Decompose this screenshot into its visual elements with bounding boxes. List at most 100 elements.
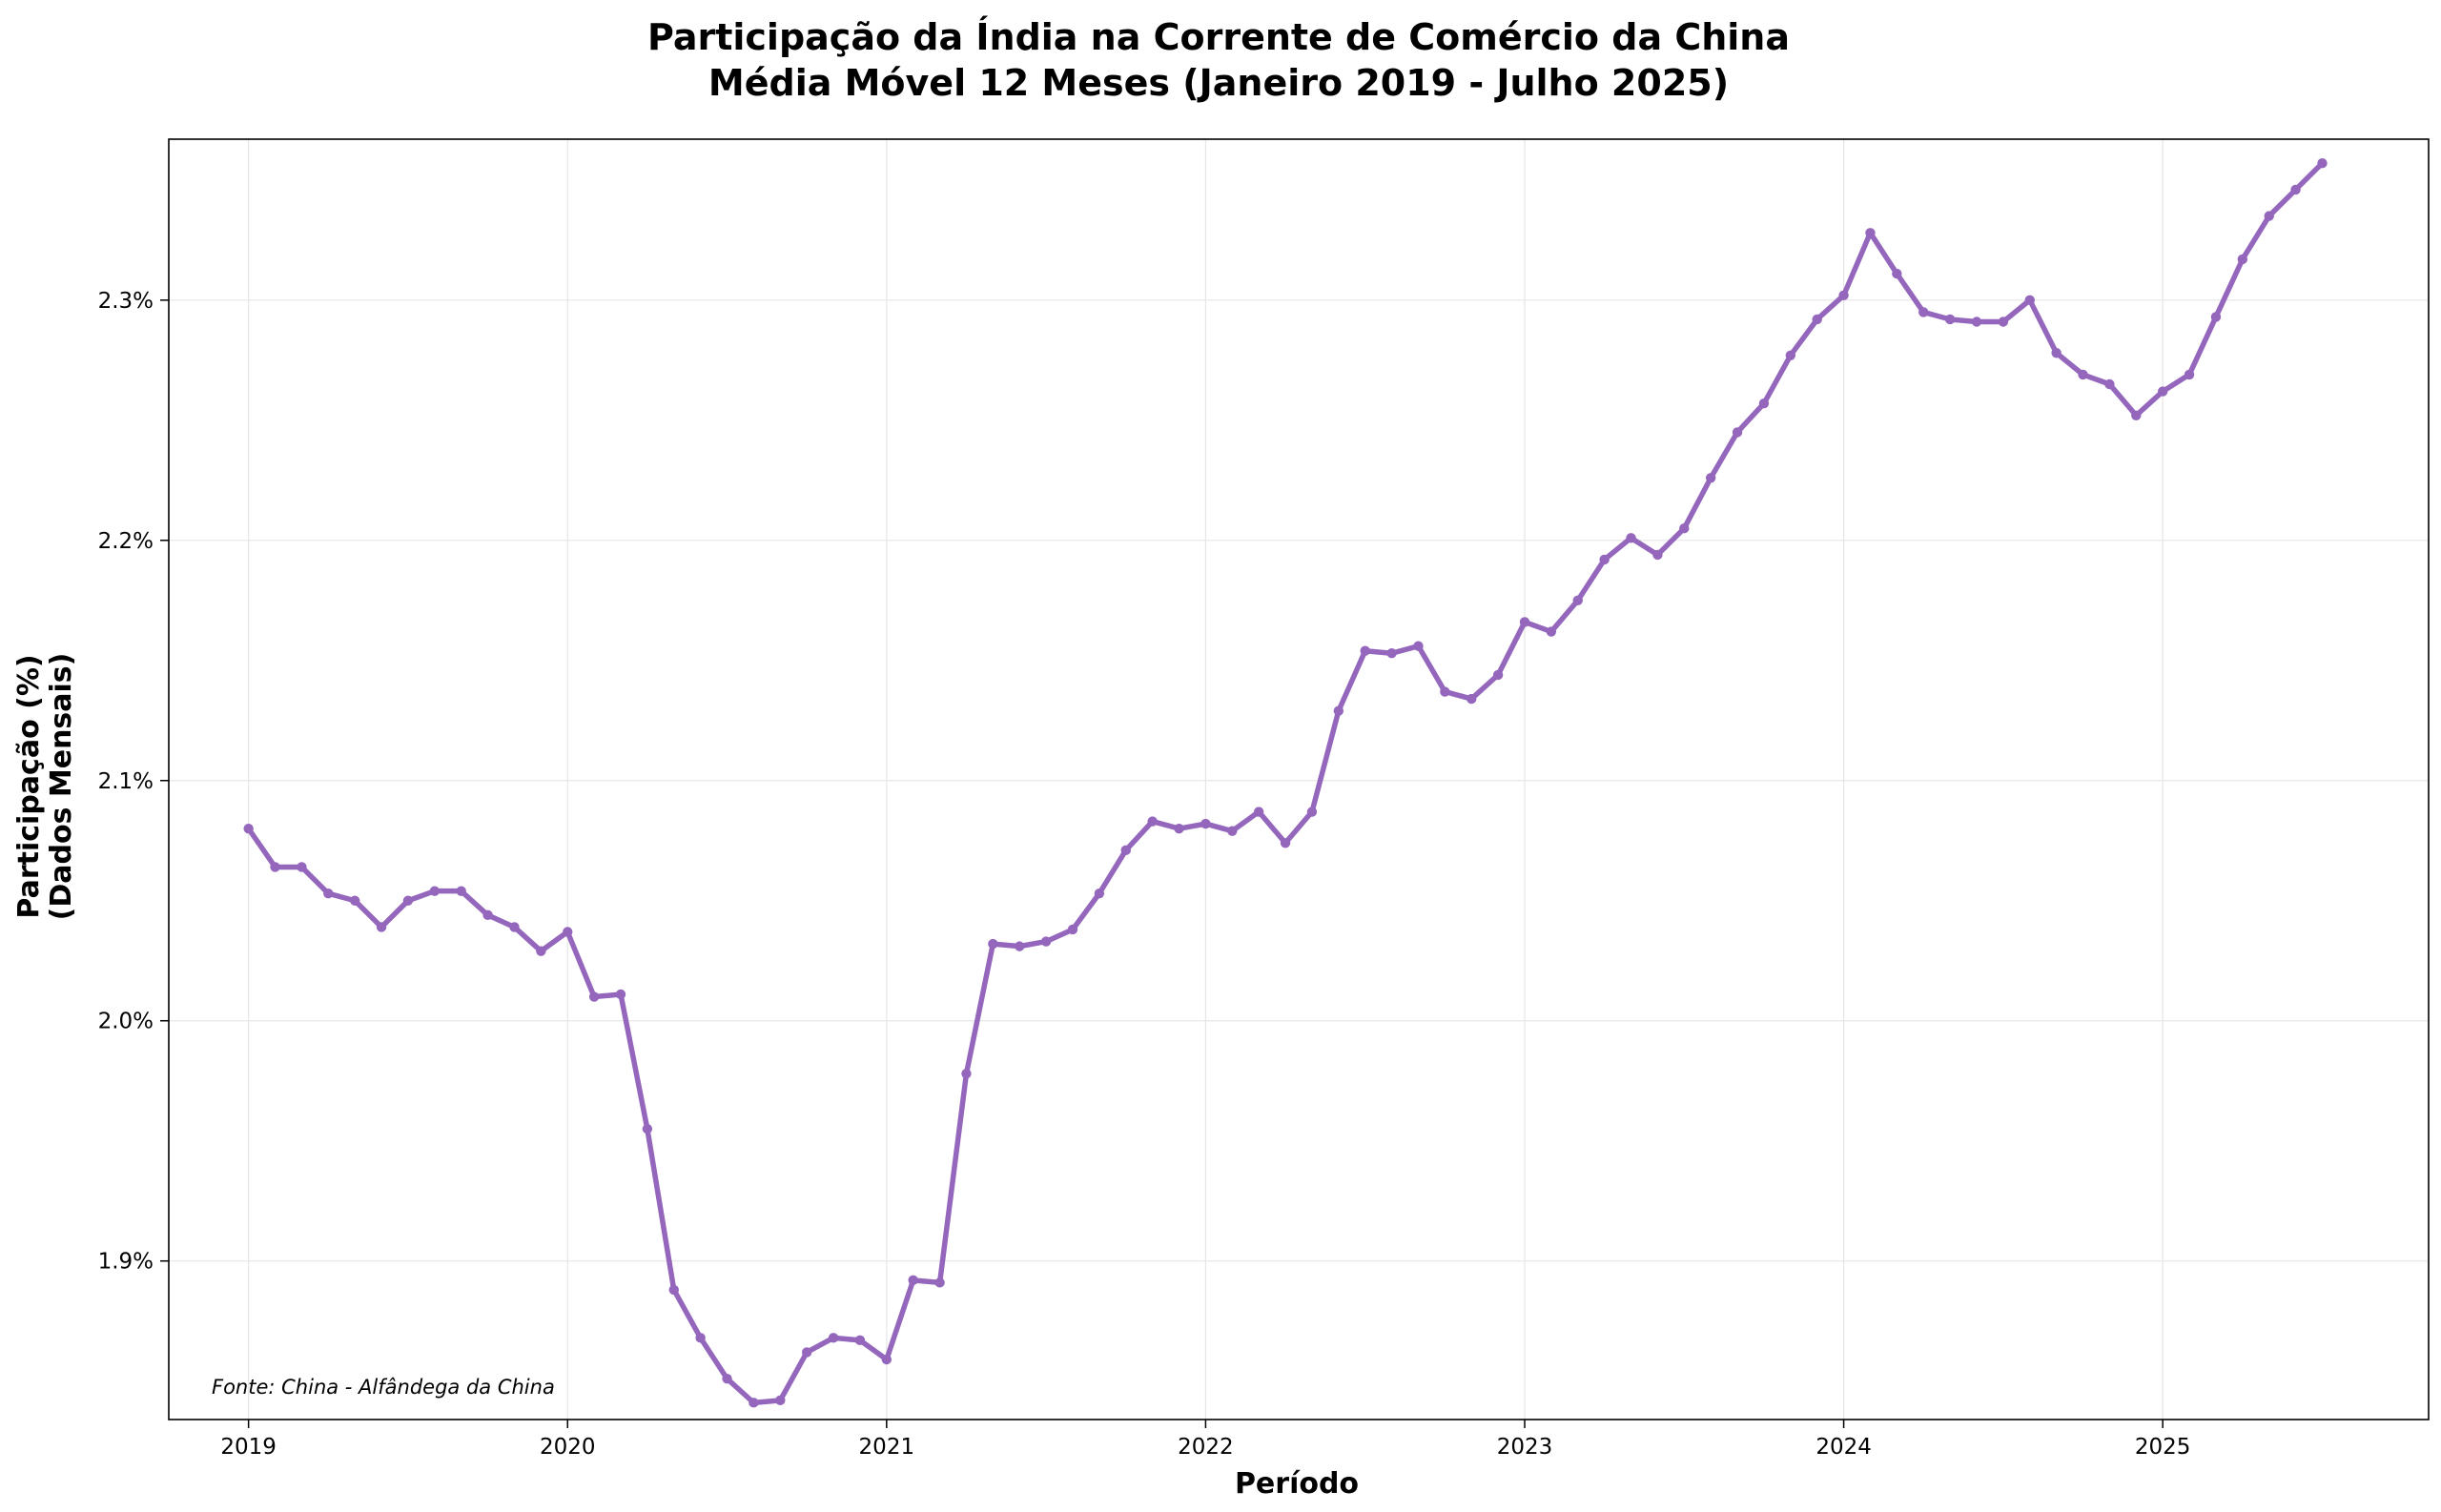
data-point	[1040, 936, 1052, 947]
data-point	[749, 1398, 759, 1408]
y-tick-label: 2.3%	[98, 289, 154, 314]
data-point	[509, 922, 520, 932]
data-point	[482, 909, 493, 921]
data-point	[2290, 184, 2301, 195]
x-axis-label: Período	[1235, 1467, 1359, 1501]
data-point	[668, 1284, 679, 1296]
data-point	[1626, 533, 1636, 543]
data-point	[1174, 823, 1184, 834]
data-point	[695, 1333, 706, 1343]
data-point	[2317, 158, 2328, 169]
data-point	[1918, 307, 1929, 317]
data-point	[988, 938, 998, 950]
x-tick-label: 2023	[1497, 1435, 1553, 1460]
data-point	[1413, 641, 1424, 651]
data-point	[908, 1275, 918, 1286]
data-point	[1944, 314, 1956, 325]
data-point	[588, 991, 600, 1002]
data-point	[1971, 317, 1982, 327]
data-point	[1333, 705, 1344, 716]
data-point	[563, 927, 573, 937]
data-point	[1652, 549, 1663, 561]
chart-subtitle: Média Móvel 12 Meses (Janeiro 2019 - Jul…	[708, 62, 1729, 104]
data-point	[1519, 617, 1530, 627]
data-point	[402, 895, 414, 906]
y-tick-label: 1.9%	[98, 1250, 154, 1275]
data-point	[1253, 807, 1264, 817]
y-tick-label: 2.1%	[98, 769, 154, 794]
data-point	[1120, 845, 1131, 856]
data-point	[961, 1068, 972, 1079]
data-point	[2264, 211, 2274, 221]
data-point	[297, 862, 307, 872]
data-point	[536, 946, 546, 956]
data-point	[1599, 554, 1610, 565]
data-point	[1067, 924, 1078, 935]
data-point	[1892, 268, 1902, 279]
data-point	[854, 1335, 866, 1346]
data-point	[1998, 317, 2009, 327]
data-point	[881, 1354, 892, 1365]
plot-frame	[168, 138, 2430, 1420]
data-point	[1492, 669, 1504, 681]
data-point	[2078, 369, 2088, 380]
data-point	[1360, 645, 1370, 656]
data-point	[801, 1347, 812, 1358]
data-point	[2131, 410, 2142, 420]
data-point	[1440, 686, 1450, 697]
data-point	[1785, 350, 1796, 360]
data-point	[1015, 941, 1025, 951]
data-point	[429, 886, 441, 896]
data-point	[1732, 427, 1743, 438]
data-point	[615, 989, 626, 1000]
data-point	[1572, 595, 1583, 605]
data-point	[1758, 398, 1770, 409]
data-point	[828, 1333, 839, 1343]
axis-ticks: 2019 2020 2021 2022 2023 2024 2025 1.9% 2.0% 2.1%…	[98, 289, 2191, 1460]
data-point	[1306, 807, 1318, 817]
data-point	[349, 895, 360, 906]
y-tick-label: 2.2%	[98, 529, 154, 554]
data-point	[1865, 228, 1876, 238]
data-point	[642, 1123, 653, 1134]
data-point	[376, 922, 387, 932]
data-point	[456, 886, 466, 896]
data-point	[1227, 826, 1238, 836]
x-tick-label: 2022	[1178, 1435, 1234, 1460]
data-point	[1094, 888, 1105, 899]
source-note: Fonte: China - Alfândega da China	[212, 1376, 555, 1399]
data-point	[2024, 295, 2035, 306]
x-tick-label: 2019	[220, 1435, 277, 1460]
y-axis-label-line1: Participação (%)	[12, 654, 46, 918]
data-point	[1546, 626, 1557, 637]
data-point	[722, 1373, 732, 1384]
data-point	[1280, 838, 1291, 848]
grid	[169, 139, 2429, 1420]
data-point	[1705, 473, 1716, 483]
chart-title: Participação da Índia na Corrente de Com…	[647, 16, 1790, 58]
data-point	[2184, 369, 2195, 380]
x-tick-label: 2020	[540, 1435, 596, 1460]
data-point	[243, 823, 254, 834]
data-point	[1200, 818, 1211, 829]
data-point	[1386, 648, 1397, 659]
data-point	[1147, 816, 1158, 827]
x-tick-label: 2024	[1815, 1435, 1872, 1460]
data-point	[2051, 348, 2062, 358]
data-point	[2237, 254, 2248, 265]
data-point	[2210, 312, 2222, 322]
data-point	[323, 888, 334, 899]
y-tick-label: 2.0%	[98, 1010, 154, 1034]
data-point	[1838, 290, 1849, 300]
data-point	[934, 1277, 945, 1288]
y-axis-label-line2: (Dados Mensais)	[45, 653, 78, 921]
series-group	[243, 158, 2328, 1408]
data-point	[2157, 386, 2168, 397]
data-point	[775, 1395, 786, 1406]
x-tick-label: 2021	[859, 1435, 915, 1460]
data-point	[270, 862, 280, 872]
data-point	[1812, 314, 1822, 325]
data-point	[1467, 693, 1477, 705]
